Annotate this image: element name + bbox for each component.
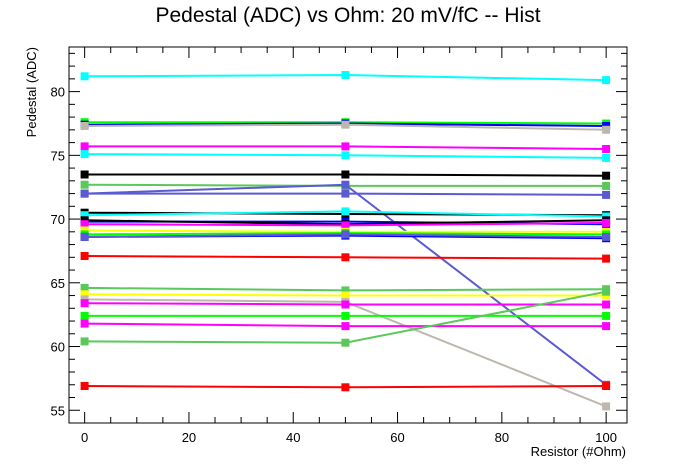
data-point-26-2 bbox=[341, 322, 350, 331]
data-point-8-1 bbox=[80, 180, 89, 189]
data-point-26-3 bbox=[602, 322, 611, 331]
data-point-28-1 bbox=[80, 382, 89, 390]
data-point-24-2 bbox=[341, 300, 350, 309]
x-tick-label: 80 bbox=[495, 430, 509, 445]
data-point-6-3 bbox=[602, 153, 611, 162]
data-point-20-3 bbox=[602, 254, 611, 263]
data-point-7-2 bbox=[341, 170, 350, 179]
data-point-4-1 bbox=[80, 122, 89, 130]
data-point-10-2 bbox=[341, 189, 350, 198]
data-point-24-3 bbox=[602, 300, 611, 309]
data-point-28-2 bbox=[341, 383, 350, 392]
y-tick-label: 80 bbox=[51, 85, 65, 100]
data-point-19-2 bbox=[341, 230, 350, 239]
data-point-12-2 bbox=[341, 207, 350, 216]
data-point-15-3 bbox=[602, 218, 611, 227]
data-point-20-2 bbox=[341, 253, 350, 262]
y-tick-label: 65 bbox=[51, 276, 65, 291]
plot-frame bbox=[68, 46, 628, 424]
data-point-26-1 bbox=[80, 319, 89, 328]
y-axis-title: Pedestal (ADC) bbox=[24, 47, 39, 137]
data-point-27-1 bbox=[80, 337, 89, 346]
x-tick-label: 20 bbox=[182, 430, 196, 445]
x-tick-label: 60 bbox=[390, 430, 404, 445]
data-point-5-3 bbox=[602, 145, 611, 153]
y-tick-label: 55 bbox=[51, 403, 65, 418]
data-point-22-1 bbox=[80, 290, 89, 299]
data-point-24-1 bbox=[80, 299, 89, 308]
data-point-15-1 bbox=[80, 220, 89, 229]
data-point-10-3 bbox=[602, 190, 611, 199]
data-point-9-2 bbox=[341, 180, 350, 189]
data-point-1-3 bbox=[602, 76, 611, 85]
data-point-19-3 bbox=[602, 232, 611, 241]
data-point-1-1 bbox=[80, 72, 89, 81]
data-point-12-1 bbox=[80, 211, 89, 220]
series-layer bbox=[80, 71, 611, 411]
data-point-5-2 bbox=[341, 142, 350, 151]
axes-layer: 0 20 40 60 80 100 55 60 65 70 75 80 bbox=[51, 46, 628, 445]
data-point-25-2 bbox=[341, 311, 350, 320]
data-point-5-1 bbox=[80, 142, 89, 151]
data-point-7-3 bbox=[602, 171, 611, 180]
y-tick-label: 75 bbox=[51, 148, 65, 163]
data-point-23-3 bbox=[602, 402, 611, 411]
data-point-7-1 bbox=[80, 170, 89, 179]
data-point-15-2 bbox=[341, 221, 350, 230]
x-tick-label: 0 bbox=[81, 430, 88, 445]
data-point-10-1 bbox=[80, 189, 89, 198]
x-axis-title: Resistor (#Ohm) bbox=[531, 444, 626, 459]
chart-title: Pedestal (ADC) vs Ohm: 20 mV/fC -- Hist bbox=[155, 4, 541, 27]
y-tick-label: 60 bbox=[51, 340, 65, 355]
data-point-8-3 bbox=[602, 181, 611, 190]
x-tick-label: 40 bbox=[286, 430, 300, 445]
data-point-22-2 bbox=[341, 291, 350, 300]
data-point-27-2 bbox=[341, 338, 350, 347]
data-point-20-1 bbox=[80, 252, 89, 260]
data-point-1-2 bbox=[341, 71, 350, 79]
data-point-4-2 bbox=[341, 120, 350, 129]
data-point-21-1 bbox=[80, 283, 89, 292]
x-tick-label: 100 bbox=[595, 430, 617, 445]
data-point-28-3 bbox=[602, 382, 611, 390]
data-point-19-1 bbox=[80, 232, 89, 241]
data-point-4-3 bbox=[602, 125, 611, 134]
data-point-6-1 bbox=[80, 150, 89, 159]
data-point-27-3 bbox=[602, 287, 611, 296]
data-point-25-3 bbox=[602, 311, 611, 320]
data-point-25-1 bbox=[80, 311, 89, 320]
data-point-21-2 bbox=[341, 286, 350, 295]
y-tick-label: 70 bbox=[51, 212, 65, 227]
data-point-6-2 bbox=[341, 151, 350, 160]
